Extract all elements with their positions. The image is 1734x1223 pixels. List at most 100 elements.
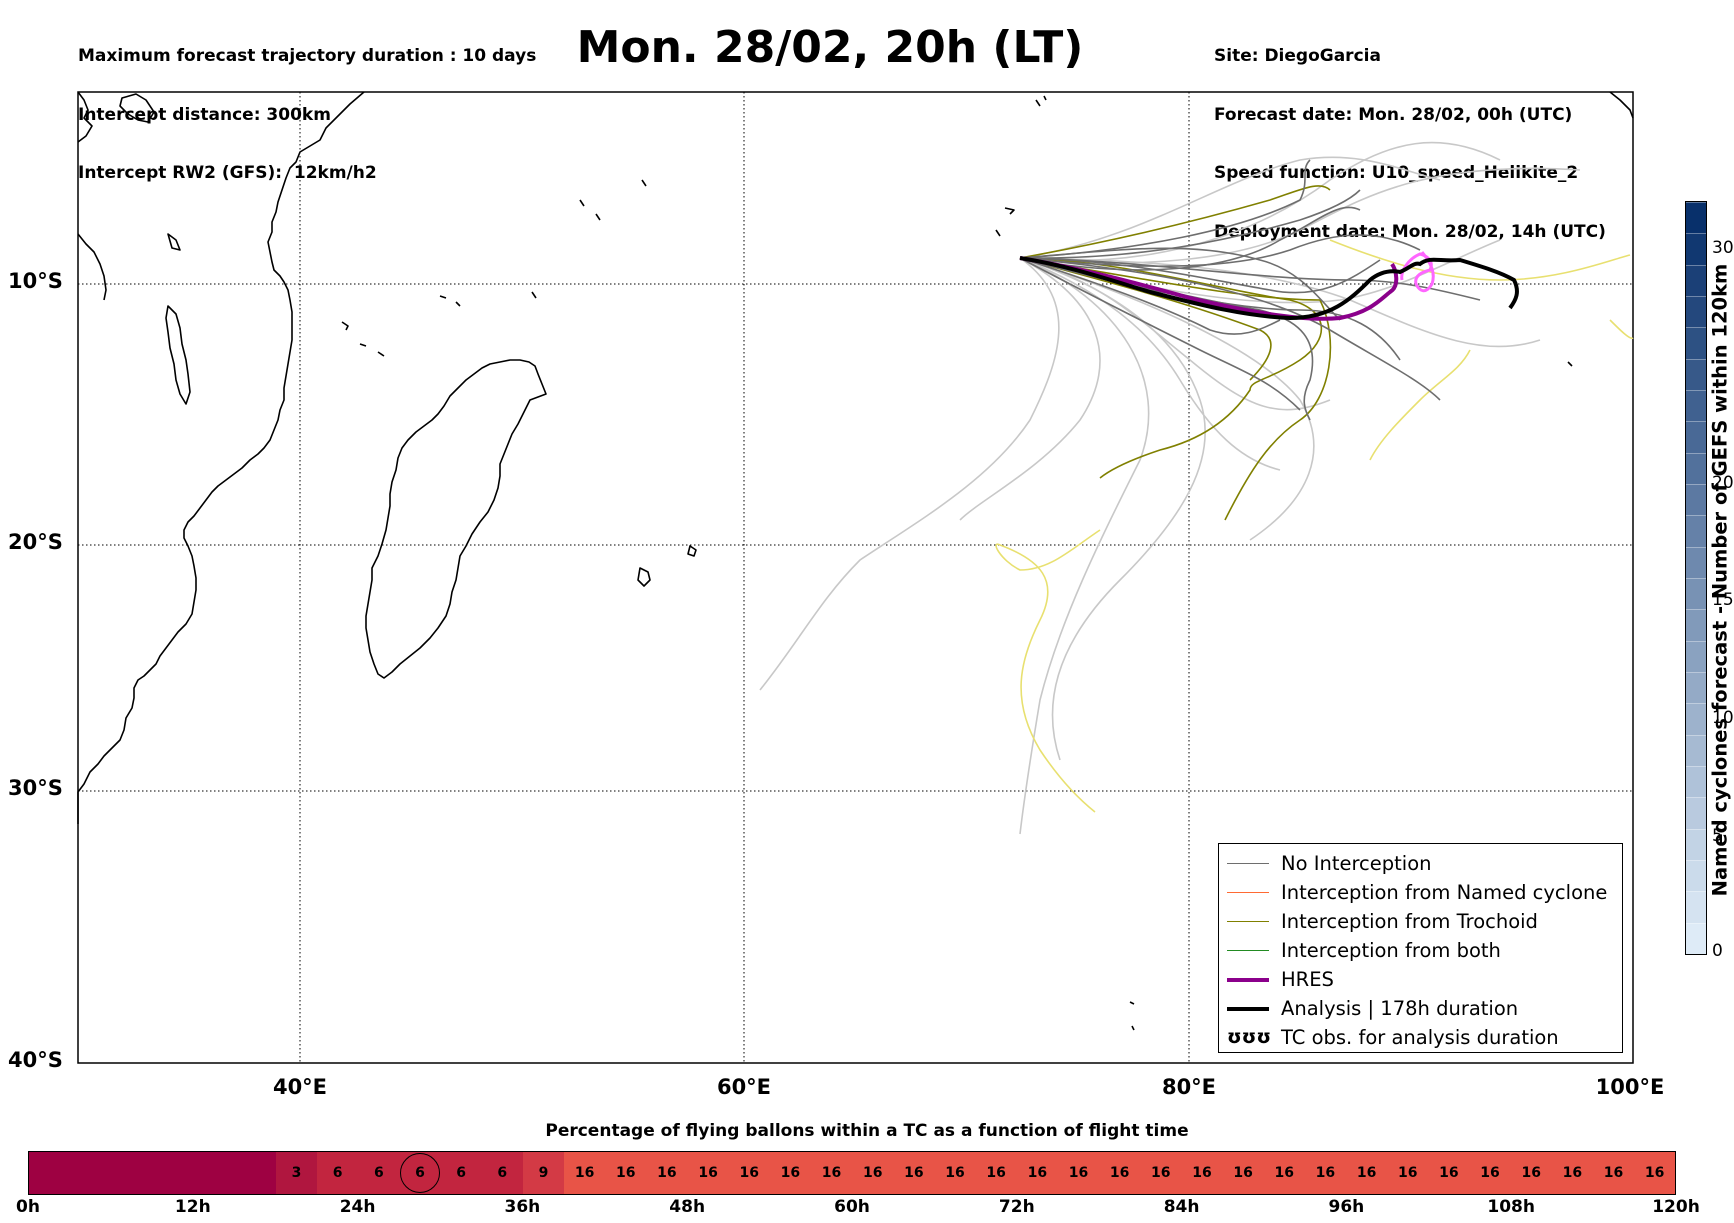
- flight-bar-cell: [29, 1152, 71, 1194]
- colorbar: [1685, 201, 1707, 955]
- flight-bar-cell: 16: [1181, 1152, 1223, 1194]
- mascarene-dots: [531, 179, 647, 299]
- site-info: Site: DiegoGarcia Forecast date: Mon. 28…: [1214, 8, 1606, 262]
- flight-bar-cell: [193, 1152, 235, 1194]
- africa-coast: [77, 91, 365, 824]
- lon-tick-100e: 100°E: [1595, 1075, 1665, 1099]
- lat-tick-30s: 30°S: [8, 776, 63, 800]
- colorbar-step: [1686, 202, 1706, 234]
- lat-tick-20s: 20°S: [8, 530, 63, 554]
- legend-trochoid[interactable]: Interception from Trochoid: [1219, 908, 1622, 936]
- cyclone-forecast-tracks: [995, 239, 1634, 813]
- flight-bar-cell: 16: [1592, 1152, 1635, 1194]
- hour-tick: 120h: [1652, 1197, 1700, 1217]
- legend-swatch-green: [1227, 950, 1269, 951]
- legend-label: No Interception: [1281, 852, 1432, 875]
- lon-tick-60e: 60°E: [716, 1075, 772, 1099]
- sumatra: [1609, 91, 1634, 119]
- tc-observation-track: [1400, 251, 1435, 293]
- param-line-intercept-distance: Intercept distance: 300km: [78, 104, 331, 125]
- legend-label: TC obs. for analysis duration: [1281, 1026, 1559, 1049]
- flight-bar-cell: 6: [399, 1152, 441, 1194]
- hour-tick: 108h: [1487, 1197, 1535, 1217]
- ensemble-tracks-light: [759, 141, 1581, 835]
- legend-analysis[interactable]: Analysis | 178h duration: [1219, 995, 1622, 1023]
- page-title: Mon. 28/02, 20h (LT): [576, 22, 1084, 73]
- amsterdam-island: [1129, 1001, 1135, 1031]
- deployment-date-line: Deployment date: Mon. 28/02, 14h (UTC): [1214, 221, 1606, 242]
- legend-named-cyclone[interactable]: Interception from Named cyclone: [1219, 879, 1622, 907]
- forecast-parameters: Maximum forecast trajectory duration : 1…: [78, 8, 536, 203]
- legend-no-interception[interactable]: No Interception: [1219, 850, 1622, 878]
- chagos: [995, 207, 1015, 237]
- legend-swatch-purple: [1227, 978, 1269, 982]
- param-line-duration: Maximum forecast trajectory duration : 1…: [78, 46, 537, 66]
- flight-bar-cell: 6: [317, 1152, 359, 1194]
- legend-hres[interactable]: HRES: [1219, 966, 1622, 994]
- hour-tick: 84h: [1163, 1197, 1200, 1217]
- colorbar-step: [1686, 609, 1706, 641]
- legend-label: Interception from both: [1281, 939, 1501, 962]
- madagascar: [365, 359, 547, 679]
- lat-tick-10s: 10°S: [8, 269, 63, 293]
- colorbar-step: [1686, 672, 1706, 704]
- flight-bar-cell: 16: [1140, 1152, 1182, 1194]
- colorbar-step: [1686, 703, 1706, 735]
- flight-bar-cell: 9: [522, 1152, 565, 1194]
- lon-tick-40e: 40°E: [272, 1075, 328, 1099]
- legend-swatch-gray: [1227, 863, 1269, 864]
- maldives: [1035, 95, 1047, 107]
- colorbar-step: [1686, 734, 1706, 766]
- flight-bar-cell: 16: [1346, 1152, 1388, 1194]
- flight-bar-cell: 16: [975, 1152, 1017, 1194]
- flight-bar-cell: 16: [1057, 1152, 1100, 1194]
- flight-bar-cell: 16: [1222, 1152, 1264, 1194]
- flight-bar-cell: 16: [1428, 1152, 1470, 1194]
- colorbar-step: [1686, 484, 1706, 516]
- colorbar-step: [1686, 264, 1706, 296]
- colorbar-step: [1686, 797, 1706, 829]
- flight-bar-cell: 6: [358, 1152, 400, 1194]
- colorbar-step: [1686, 546, 1706, 578]
- comoros: [341, 321, 385, 357]
- colorbar-step: [1686, 922, 1706, 954]
- colorbar-label: Named cyclones forecast - Number of GEFS…: [1708, 263, 1732, 897]
- legend-both[interactable]: Interception from both: [1219, 937, 1622, 965]
- tc-obs-glyph-icon: ʊʊʊ: [1227, 1026, 1272, 1048]
- forecast-date-line: Forecast date: Mon. 28/02, 00h (UTC): [1214, 104, 1573, 125]
- hour-tick: 96h: [1328, 1197, 1365, 1217]
- colorbar-step: [1686, 296, 1706, 328]
- flight-bar-cell: 16: [893, 1152, 935, 1194]
- hour-tick: 72h: [998, 1197, 1035, 1217]
- colorbar-step: [1686, 327, 1706, 359]
- trochoid-tracks: [1019, 185, 1332, 521]
- colorbar-step: [1686, 891, 1706, 923]
- legend-tc-obs[interactable]: ʊʊʊ TC obs. for analysis duration: [1219, 1024, 1622, 1052]
- flight-bar-cell: 16: [1304, 1152, 1346, 1194]
- lat-tick-40s: 40°S: [8, 1048, 63, 1072]
- hour-tick: 36h: [504, 1197, 541, 1217]
- colorbar-step: [1686, 828, 1706, 860]
- flight-bar-title: Percentage of flying ballons within a TC…: [545, 1121, 1189, 1141]
- flight-bar-cell: 16: [1469, 1152, 1511, 1194]
- flight-bar-cell: 16: [769, 1152, 811, 1194]
- flight-bar-cell: 16: [605, 1152, 647, 1194]
- flight-bar-cell: [111, 1152, 153, 1194]
- site-line: Site: DiegoGarcia: [1214, 46, 1381, 66]
- legend-swatch-black: [1227, 1007, 1269, 1011]
- colorbar-tick-20: 20: [1712, 473, 1734, 493]
- flight-bar-cell: [152, 1152, 194, 1194]
- analysis-track: [1019, 256, 1519, 321]
- legend-label: Analysis | 178h duration: [1281, 997, 1519, 1020]
- flight-bar-cell: 16: [728, 1152, 770, 1194]
- arabia-tip: [77, 91, 93, 143]
- hour-tick: 0h: [16, 1197, 40, 1217]
- socotra: [119, 93, 155, 123]
- current-time-marker: [399, 1153, 440, 1193]
- flight-bar-cell: 16: [934, 1152, 976, 1194]
- hour-tick: 12h: [174, 1197, 211, 1217]
- flight-bar-cell: 16: [1387, 1152, 1429, 1194]
- colorbar-step: [1686, 421, 1706, 453]
- colorbar-tick-15: 15: [1712, 590, 1734, 610]
